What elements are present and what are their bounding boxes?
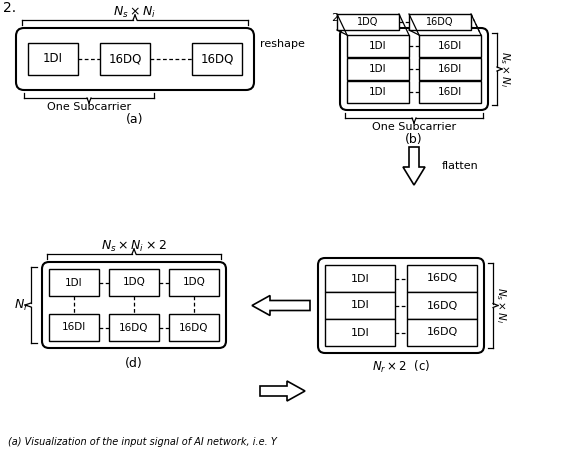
Text: 1DI: 1DI: [369, 87, 387, 97]
Bar: [109, 269, 159, 296]
Text: 1DI: 1DI: [350, 274, 370, 284]
Bar: [419, 81, 481, 103]
Bar: [100, 43, 150, 75]
Bar: [325, 265, 395, 292]
Text: 1DI: 1DI: [350, 301, 370, 310]
Text: 1DI: 1DI: [65, 278, 83, 288]
Text: One Subcarrier: One Subcarrier: [47, 102, 131, 112]
Text: 16DQ: 16DQ: [108, 53, 141, 66]
Text: (a) Visualization of the input signal of AI network, i.e. Y: (a) Visualization of the input signal of…: [8, 437, 277, 447]
Bar: [109, 314, 159, 341]
Bar: [347, 35, 409, 57]
Bar: [419, 58, 481, 80]
Text: 1DQ: 1DQ: [357, 17, 379, 27]
Text: 1DI: 1DI: [43, 53, 63, 66]
Text: 16DQ: 16DQ: [179, 323, 209, 333]
Text: 1DQ: 1DQ: [123, 278, 146, 288]
Bar: [169, 269, 219, 296]
Bar: [407, 265, 477, 292]
Text: $N_r$: $N_r$: [15, 297, 30, 313]
Polygon shape: [260, 381, 305, 401]
Bar: [407, 292, 477, 319]
Text: reshape: reshape: [260, 39, 305, 49]
Text: One Subcarrier: One Subcarrier: [372, 122, 456, 132]
Text: $N_s \times N_i \times 2$: $N_s \times N_i \times 2$: [101, 238, 167, 253]
Bar: [347, 81, 409, 103]
Text: 1DI: 1DI: [350, 328, 370, 338]
Text: 16DQ: 16DQ: [119, 323, 149, 333]
Text: 16DQ: 16DQ: [427, 328, 457, 338]
Text: 16DQ: 16DQ: [427, 301, 457, 310]
Text: 2.: 2.: [3, 1, 16, 15]
Text: flatten: flatten: [442, 161, 479, 171]
Bar: [347, 58, 409, 80]
Text: 1DI: 1DI: [369, 41, 387, 51]
Text: (a): (a): [126, 112, 144, 126]
Text: 1DQ: 1DQ: [183, 278, 205, 288]
Bar: [409, 14, 471, 30]
Bar: [337, 14, 399, 30]
Bar: [28, 43, 78, 75]
Text: 16DI: 16DI: [62, 323, 86, 333]
Bar: [169, 314, 219, 341]
Polygon shape: [403, 147, 425, 185]
Bar: [192, 43, 242, 75]
Bar: [419, 35, 481, 57]
Bar: [407, 319, 477, 346]
Text: $N_s \times N_i$: $N_s \times N_i$: [494, 288, 508, 324]
Text: 16DI: 16DI: [438, 87, 462, 97]
Text: $N_s \times N_i$: $N_s \times N_i$: [498, 51, 512, 87]
Text: $N_r \times 2$  (c): $N_r \times 2$ (c): [372, 359, 430, 375]
Text: (b): (b): [405, 132, 423, 145]
Text: 16DQ: 16DQ: [426, 17, 454, 27]
Bar: [325, 319, 395, 346]
Text: 16DQ: 16DQ: [200, 53, 234, 66]
Text: 16DQ: 16DQ: [427, 274, 457, 284]
Bar: [325, 292, 395, 319]
Text: 2: 2: [331, 13, 338, 23]
Text: 16DI: 16DI: [438, 41, 462, 51]
Text: (d): (d): [125, 356, 143, 369]
Text: $N_s \times N_i$: $N_s \times N_i$: [113, 4, 157, 19]
Polygon shape: [252, 296, 310, 315]
Text: 1DI: 1DI: [369, 64, 387, 74]
Text: 16DI: 16DI: [438, 64, 462, 74]
Bar: [49, 314, 99, 341]
Bar: [49, 269, 99, 296]
